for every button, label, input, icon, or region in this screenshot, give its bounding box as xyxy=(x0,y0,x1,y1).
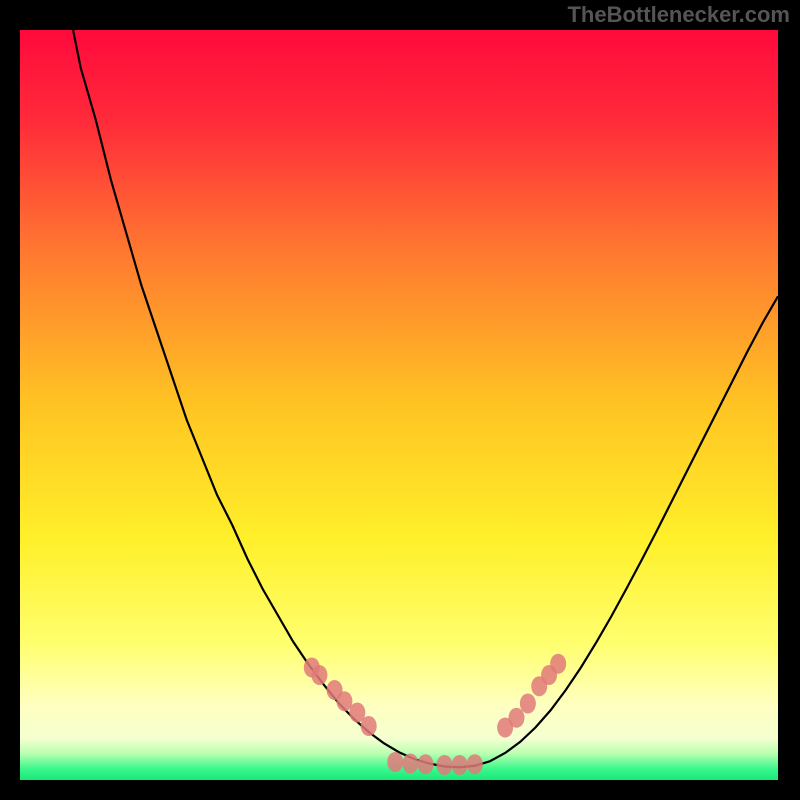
marker-point xyxy=(336,691,352,711)
marker-point xyxy=(387,752,403,772)
marker-point xyxy=(467,754,483,774)
watermark-text: TheBottlenecker.com xyxy=(567,2,790,28)
marker-point xyxy=(520,694,536,714)
plot-area xyxy=(20,30,778,780)
marker-point xyxy=(402,754,418,774)
chart-container: TheBottlenecker.com xyxy=(0,0,800,800)
marker-point xyxy=(418,754,434,774)
curve-svg xyxy=(20,30,778,780)
marker-point xyxy=(452,755,468,775)
curve-path xyxy=(73,30,778,767)
marker-point xyxy=(508,708,524,728)
marker-group xyxy=(304,654,566,775)
marker-point xyxy=(436,755,452,775)
marker-point xyxy=(311,665,327,685)
marker-point xyxy=(550,654,566,674)
marker-point xyxy=(361,716,377,736)
